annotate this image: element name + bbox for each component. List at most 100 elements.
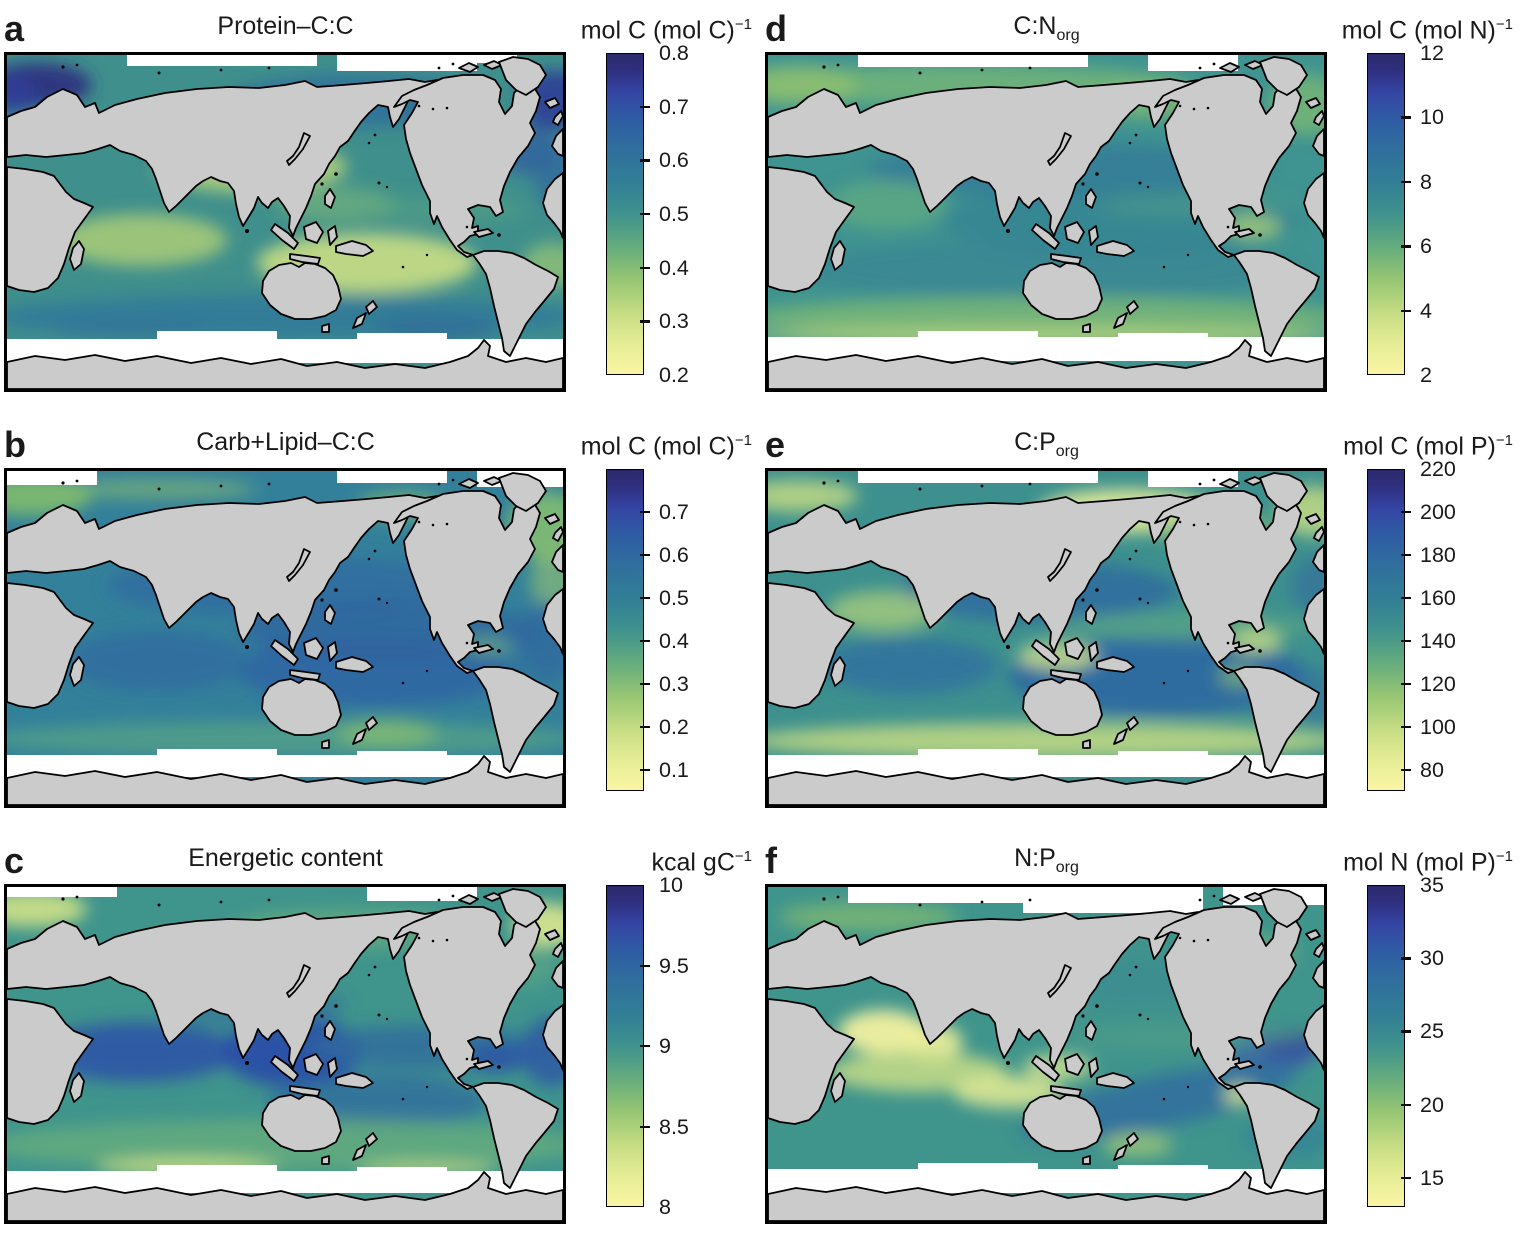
colorbar-tick-mark [640, 639, 650, 643]
colorbar-gradient [1367, 469, 1405, 791]
no-data-gap [127, 55, 317, 66]
world-map [765, 52, 1327, 392]
colorbar-tick-label: 35 [1420, 873, 1444, 897]
field-blob [67, 631, 247, 691]
colorbar-tick-label: 10 [659, 873, 683, 897]
no-data-gap [357, 1167, 447, 1173]
colorbar-tick-label: 80 [1420, 757, 1444, 782]
colorbar-tick-label: 8 [659, 1195, 671, 1219]
colorbar-tick-mark [1401, 1103, 1411, 1106]
no-data-gap [1118, 751, 1208, 757]
field-blob [7, 75, 37, 115]
colorbar-tick-mark [1401, 245, 1411, 248]
colorbar-tick-label: 180 [1420, 542, 1456, 567]
colorbar-tick-label: 120 [1420, 671, 1456, 696]
colorbar-tick-label: 0.3 [659, 309, 689, 334]
field-blob [768, 723, 1324, 759]
panel-f: f N:Porg mol N (mol P)−1 35 30 25 20 15 [765, 834, 1517, 1224]
colorbar-tick-mark [640, 964, 650, 967]
colorbar-tick-mark [1401, 309, 1411, 312]
colorbar-tick-mark [640, 320, 650, 323]
panel-title: Protein–C:C [217, 12, 354, 40]
colorbar-tick-label: 140 [1420, 628, 1456, 653]
colorbar-gradient [1367, 885, 1405, 1207]
colorbar-tick-label: 0.4 [659, 628, 689, 653]
no-data-gap [1148, 55, 1238, 71]
panel-letter: c [4, 840, 24, 881]
colorbar-units-label: mol N (mol P)−1 [1343, 847, 1513, 876]
colorbar-tick-label: 160 [1420, 585, 1456, 610]
colorbar: 10 9.5 9 8.5 8 [606, 873, 752, 1219]
colorbar-tick-mark [1401, 682, 1411, 686]
panel-body: 35 30 25 20 15 [765, 873, 1517, 1224]
no-data-gap [7, 755, 563, 777]
panel-d: d C:Norg mol C (mol N)−1 12 10 8 6 4 2 [765, 2, 1517, 392]
colorbar-tick-label: 6 [1420, 234, 1432, 259]
no-data-gap [1023, 887, 1203, 913]
panel-letter: f [765, 840, 777, 881]
colorbar-gradient [606, 469, 644, 791]
colorbar-tick-mark [640, 266, 650, 270]
colorbar-tick-label: 20 [1420, 1092, 1444, 1117]
colorbar-tick-mark [640, 159, 650, 162]
colorbar-tick-label: 0.3 [659, 671, 689, 696]
colorbar-units-label: mol C (mol C)−1 [580, 15, 752, 44]
panel-a: a Protein–C:C mol C (mol C)−1 0.8 0.7 0.6 0… [4, 2, 756, 392]
field-blob [57, 479, 257, 499]
panel-letter: e [765, 424, 785, 465]
colorbar-tick-mark [640, 213, 650, 216]
no-data-gap [157, 1165, 277, 1173]
panel-body: 220 200 180 160 140 120 100 80 [765, 457, 1517, 808]
panel-title: Carb+Lipid–C:C [196, 428, 375, 456]
field-blob [1018, 642, 1098, 670]
colorbar-tick-label: 0.7 [659, 94, 689, 119]
colorbar-tick-mark [640, 1125, 650, 1128]
field-blob [337, 719, 437, 747]
colorbar-tick-label: 200 [1420, 499, 1456, 524]
colorbar: 0.8 0.7 0.6 0.5 0.4 0.3 0.2 [606, 41, 752, 387]
no-data-gap [7, 887, 117, 897]
colorbar-tick-label: 30 [1420, 946, 1444, 971]
colorbar-tick-mark [1401, 116, 1411, 119]
colorbar-units-label: mol C (mol P)−1 [1343, 431, 1513, 460]
colorbar-tick-mark [1401, 957, 1411, 960]
no-data-gap [157, 749, 277, 757]
colorbar-tick-label: 0.1 [659, 757, 689, 782]
panel-b: b Carb+Lipid–C:C mol C (mol C)−1 0.7 0.6 0… [4, 418, 756, 808]
colorbar-tick-mark [640, 725, 650, 728]
no-data-gap [337, 471, 447, 483]
no-data-gap [7, 1171, 563, 1193]
panel-letter: b [4, 424, 26, 465]
panel-header: b Carb+Lipid–C:C mol C (mol C)−1 [4, 418, 756, 468]
field-blob [828, 1052, 1008, 1092]
colorbar-tick-label: 10 [1420, 105, 1444, 130]
colorbar-gradient [606, 885, 644, 1207]
no-data-gap [357, 333, 447, 341]
colorbar-tick-label: 25 [1420, 1019, 1444, 1044]
no-data-gap [918, 331, 1038, 341]
colorbar-tick-mark [1401, 510, 1411, 514]
no-data-gap [918, 1163, 1038, 1173]
colorbar-tick-label: 9.5 [659, 953, 689, 978]
colorbar-gradient [1367, 53, 1405, 375]
no-data-gap [858, 471, 1098, 483]
no-data-gap [858, 55, 1088, 67]
colorbar-tick-mark [640, 768, 650, 771]
colorbar-tick-mark [640, 105, 650, 109]
colorbar-tick-mark [1401, 1176, 1411, 1180]
no-data-gap [1118, 1165, 1208, 1173]
colorbar-tick-mark [1401, 596, 1411, 600]
field-blob [57, 214, 227, 266]
colorbar-tick-label: 0.2 [659, 714, 689, 739]
colorbar-tick-label: 0.2 [659, 363, 689, 387]
colorbar-tick-mark [1401, 768, 1411, 771]
no-data-gap [462, 55, 517, 63]
panel-header: f N:Porg mol N (mol P)−1 [765, 834, 1517, 884]
colorbar-tick-label: 0.5 [659, 202, 689, 226]
panel-c: c Energetic content kcal gC−1 10 9.5 9 8.5 8 [4, 834, 756, 1224]
colorbar-tick-label: 0.8 [659, 41, 689, 65]
world-map [765, 884, 1327, 1224]
colorbar-tick-label: 8 [1420, 169, 1432, 194]
panel-title: C:Norg [1013, 12, 1080, 44]
